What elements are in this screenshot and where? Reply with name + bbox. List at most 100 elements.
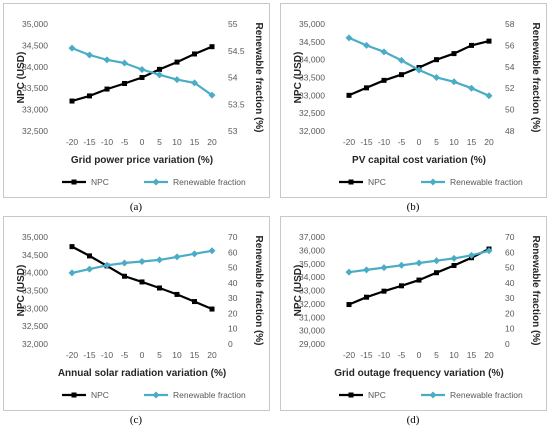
x-tick-label: 20 bbox=[484, 137, 494, 147]
chart-panel-d: 29,000 30,000 31,000 32,000 33,000 34,000 35,0… bbox=[280, 216, 547, 411]
legend-label-npc: NPC bbox=[368, 390, 386, 400]
renewable-fraction-point bbox=[433, 257, 440, 265]
x-tick-label: -20 bbox=[343, 350, 356, 360]
renewable-fraction-point bbox=[173, 76, 181, 84]
y2-tick-label: 54 bbox=[228, 73, 238, 83]
y2-tick-label: 55 bbox=[228, 19, 238, 29]
chart-panel-a: 32,500 33,000 33,500 34,000 34,500 35,000 53 53… bbox=[3, 3, 270, 198]
npc-point bbox=[87, 93, 92, 99]
x-tick-label: 5 bbox=[434, 350, 439, 360]
renewable-fraction-point bbox=[121, 259, 128, 267]
panel-label-d: (d) bbox=[406, 414, 420, 426]
npc-point bbox=[122, 273, 127, 279]
x-tick-label: 10 bbox=[449, 137, 459, 147]
npc-point bbox=[416, 277, 422, 283]
renewable-fraction-point bbox=[468, 84, 475, 92]
renewable-fraction-point bbox=[415, 259, 423, 267]
y2-tick-label: 70 bbox=[505, 232, 515, 242]
x-tick-label: -15 bbox=[83, 350, 96, 360]
panel-label-b: (b) bbox=[406, 201, 420, 213]
x-tick-label: 15 bbox=[190, 137, 200, 147]
y-tick-label: 34,000 bbox=[22, 62, 48, 72]
x-axis-title: Grid outage frequency variation (%) bbox=[334, 368, 503, 379]
y-axis-title: NPC (USD) bbox=[16, 265, 27, 317]
renewable-fraction-point bbox=[156, 71, 163, 79]
y-tick-label: 33,000 bbox=[299, 286, 325, 296]
x-tick-label: 10 bbox=[172, 350, 182, 360]
legend-label-npc: NPC bbox=[91, 390, 109, 400]
npc-line bbox=[71, 245, 213, 311]
y2-tick-label: 0 bbox=[228, 339, 233, 349]
chart-d-svg: 29,000 30,000 31,000 32,000 33,000 34,000 35,0… bbox=[293, 232, 541, 400]
npc-point bbox=[469, 42, 474, 48]
x-tick-label: -15 bbox=[360, 350, 373, 360]
y2-tick-label: 70 bbox=[228, 232, 238, 242]
y-tick-label: 33,500 bbox=[22, 83, 48, 93]
x-tick-label: -10 bbox=[378, 350, 391, 360]
x-tick-label: -5 bbox=[398, 350, 406, 360]
legend-swatch-marker bbox=[348, 179, 354, 185]
y2-tick-label: 20 bbox=[505, 308, 515, 318]
npc-point bbox=[157, 66, 162, 72]
npc-point bbox=[209, 44, 215, 50]
x-tick-label: -15 bbox=[360, 137, 373, 147]
y2-tick-label: 54 bbox=[505, 62, 515, 72]
x-tick-label: 15 bbox=[467, 137, 477, 147]
y2-axis-title: Renewable fraction (%) bbox=[530, 235, 541, 345]
y2-tick-label: 20 bbox=[228, 308, 238, 318]
legend-swatch-marker bbox=[152, 178, 160, 186]
renewable-fraction-point bbox=[138, 65, 146, 73]
renewable-fraction-point bbox=[208, 91, 216, 99]
y-tick-label: 33,500 bbox=[22, 286, 48, 296]
legend-label-npc: NPC bbox=[91, 177, 109, 187]
renewable-fraction-point bbox=[380, 48, 388, 56]
y2-axis-title: Renewable fraction (%) bbox=[253, 22, 264, 132]
renewable-fraction-point bbox=[485, 92, 493, 100]
x-tick-label: 0 bbox=[417, 137, 422, 147]
y2-tick-label: 40 bbox=[228, 278, 238, 288]
npc-point bbox=[434, 270, 439, 276]
npc-point bbox=[364, 294, 369, 300]
y2-tick-label: 50 bbox=[505, 105, 515, 115]
renewable-fraction-point bbox=[173, 253, 181, 261]
npc-point bbox=[364, 85, 369, 91]
renewable-fraction-point bbox=[86, 265, 93, 273]
x-tick-label: 15 bbox=[467, 350, 477, 360]
npc-point bbox=[434, 57, 439, 63]
npc-point bbox=[192, 51, 197, 57]
y-tick-label: 32,000 bbox=[299, 126, 325, 136]
x-tick-label: -15 bbox=[83, 137, 96, 147]
y-tick-label: 35,000 bbox=[22, 19, 48, 29]
renewable-fraction-point bbox=[103, 261, 111, 269]
npc-point bbox=[346, 92, 352, 98]
y2-axis-title: Renewable fraction (%) bbox=[253, 235, 264, 345]
renewable-fraction-point bbox=[380, 264, 388, 272]
y2-tick-label: 53.5 bbox=[228, 99, 245, 109]
y2-tick-label: 0 bbox=[505, 339, 510, 349]
renewable-fraction-point bbox=[345, 268, 353, 276]
y-tick-label: 32,500 bbox=[22, 126, 48, 136]
renewable-fraction-point bbox=[191, 79, 198, 87]
npc-point bbox=[69, 244, 75, 250]
renewable-fraction-point bbox=[103, 56, 111, 64]
renewable-fraction-point bbox=[86, 51, 93, 59]
y-tick-label: 32,000 bbox=[22, 339, 48, 349]
x-tick-label: 0 bbox=[140, 137, 145, 147]
x-tick-label: 5 bbox=[434, 137, 439, 147]
y-tick-label: 33,500 bbox=[299, 73, 325, 83]
y2-tick-label: 48 bbox=[505, 126, 515, 136]
y-tick-label: 32,000 bbox=[299, 299, 325, 309]
npc-point bbox=[174, 291, 180, 297]
x-tick-label: -5 bbox=[121, 137, 129, 147]
y-tick-label: 32,500 bbox=[22, 321, 48, 331]
renewable-fraction-point bbox=[68, 44, 76, 52]
y-axis-title: NPC (USD) bbox=[293, 52, 304, 104]
x-axis-title: Annual solar radiation variation (%) bbox=[58, 368, 226, 379]
npc-point bbox=[209, 306, 215, 312]
renewable-fraction-point bbox=[363, 266, 370, 274]
x-tick-label: -5 bbox=[121, 350, 129, 360]
y-axis-title: NPC (USD) bbox=[293, 265, 304, 317]
x-tick-label: 0 bbox=[140, 350, 145, 360]
y-tick-label: 30,000 bbox=[299, 326, 325, 336]
y2-tick-label: 60 bbox=[505, 247, 515, 257]
